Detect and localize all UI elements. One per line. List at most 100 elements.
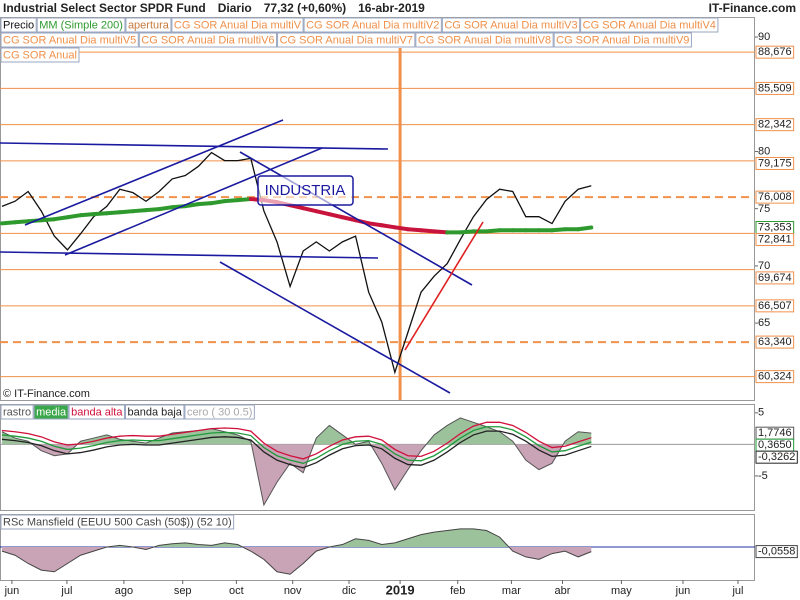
- y-tick-label: 73,353: [758, 221, 792, 233]
- legend-item: banda alta: [71, 406, 123, 418]
- legend-box: [125, 17, 172, 33]
- annotation-box: [257, 175, 354, 206]
- x-tick-label: nov: [284, 585, 302, 597]
- x-tick-label: abr: [555, 585, 571, 597]
- ma-segment: [327, 212, 345, 220]
- ma-segment: [484, 228, 502, 234]
- ma-segment: [222, 198, 240, 204]
- y-tick-label: 75: [758, 203, 770, 215]
- legend-box: [138, 32, 278, 48]
- legend-box: [0, 47, 80, 63]
- value-label-box: [755, 370, 795, 384]
- y-tick-label: 60,324: [758, 371, 792, 383]
- area-positive: [1, 528, 592, 547]
- legend-box: [0, 32, 139, 48]
- trend-line: [404, 221, 484, 351]
- y-tick-label: 1,7746: [758, 427, 792, 439]
- legend-item: CG SOR Anual Dia multiV9: [556, 34, 689, 46]
- trend-line: [219, 261, 451, 394]
- area-negative: [1, 547, 592, 575]
- y-tick-label: 85,509: [758, 82, 792, 94]
- x-tick-label: 2019: [386, 582, 415, 597]
- y-tick-label: 88,676: [758, 46, 792, 58]
- panel: [0, 417, 755, 507]
- ma-segment: [104, 210, 122, 216]
- area-positive: [1, 417, 592, 445]
- ma-segment: [314, 209, 332, 217]
- value-label-box: [755, 233, 795, 247]
- ma-segment: [301, 206, 319, 214]
- legend-item: CG SOR Anual Dia multiV3: [444, 19, 577, 31]
- legend-item: apertura: [128, 19, 170, 31]
- ma-segment: [550, 227, 568, 233]
- legend-item: banda baja: [127, 406, 182, 418]
- annotation: INDUSTRIA: [265, 182, 346, 199]
- ma-segment: [91, 211, 109, 217]
- legend-item: MM (Simple 200): [39, 19, 123, 31]
- legend-item: CG SOR Anual Dia multiV7: [280, 34, 413, 46]
- value-label-box: [755, 271, 795, 285]
- legend-box: [0, 514, 235, 530]
- legend-item: CG SOR Anual Dia multiV5: [3, 34, 136, 46]
- legend-box: [580, 17, 719, 33]
- legend-item: CG SOR Anual Dia multiV: [174, 19, 302, 31]
- legend-box: [553, 32, 692, 48]
- ma-segment: [235, 197, 253, 203]
- trend-line: [0, 142, 389, 150]
- ma-segment: [39, 217, 57, 223]
- y-tick-label: 65: [758, 317, 770, 329]
- ma-segment: [196, 201, 214, 207]
- y-tick-label: 82,342: [758, 119, 792, 131]
- header: Industrial Select Sector SPDR Fund Diario…: [3, 1, 425, 15]
- legend-item: Precio: [3, 19, 34, 31]
- x-tick-label: feb: [450, 585, 465, 597]
- header-date: 16-abr-2019: [358, 1, 425, 15]
- ma-segment: [379, 223, 397, 230]
- value-label-box: [755, 45, 795, 59]
- legend-item: rastro: [3, 406, 31, 418]
- legend-item: CG SOR Anual Dia multiV8: [418, 34, 551, 46]
- x-tick-label: ago: [115, 585, 133, 597]
- trend-lines: [0, 119, 484, 394]
- legend-item: media: [36, 406, 67, 418]
- legend-box: [68, 404, 125, 420]
- series-line: [1, 421, 592, 460]
- panel: [0, 528, 755, 575]
- area-negative: [1, 444, 592, 505]
- y-tick-label: 69,674: [758, 272, 792, 284]
- value-label-box: [755, 118, 795, 132]
- legend-box: [277, 32, 416, 48]
- legend-box: [303, 17, 442, 33]
- y-tick-label: 79,175: [758, 157, 792, 169]
- legend-item: RSc Mansfield (EEUU 500 Cash (50$)) (52 …: [3, 516, 232, 528]
- value-label-box: [755, 190, 795, 204]
- trend-line: [64, 147, 323, 256]
- value-label-box: [755, 156, 795, 170]
- ma-segment: [130, 208, 149, 214]
- x-tick-label: mar: [502, 585, 521, 597]
- x-tick-label: sep: [174, 585, 192, 597]
- x-tick-label: jun: [4, 585, 20, 597]
- legend-box: [441, 17, 581, 33]
- ma-segment: [576, 225, 594, 232]
- legend-box: [0, 17, 37, 33]
- ma-segment: [13, 219, 31, 225]
- y-tick-label: 90: [758, 31, 770, 43]
- legend-item: CG SOR Anual Dia multiV4: [583, 19, 716, 31]
- series-line: [1, 417, 592, 507]
- legend-box: [33, 404, 69, 420]
- ma-segment: [183, 202, 201, 209]
- value-label-box: [755, 299, 795, 313]
- legend-item: CG SOR Anual Dia multiV6: [141, 34, 274, 46]
- ma-segment: [366, 221, 384, 228]
- ma-segment: [157, 205, 175, 212]
- trend-line: [239, 151, 473, 286]
- legend-box: [0, 404, 34, 420]
- ma-segment: [117, 209, 135, 215]
- legend-item: CG SOR Anual: [3, 49, 77, 61]
- header-title: Industrial Select Sector SPDR Fund: [3, 1, 206, 15]
- ma-segment: [340, 215, 358, 223]
- series-line: [1, 528, 592, 575]
